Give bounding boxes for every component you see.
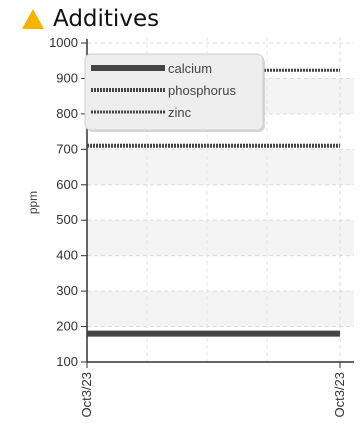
y-tick-label: 900 [56,70,78,85]
legend: calcium phosphorus zinc [84,53,265,132]
x-tick-label: Oct3/23 [79,372,94,418]
grid-band [87,149,354,185]
y-axis-label: ppm [26,191,40,214]
y-tick-label: 500 [56,212,78,227]
chart-header: Additives [21,3,159,35]
y-tick-label: 400 [56,248,78,263]
y-tick-label: 200 [56,319,78,334]
legend-label-phosphorus: phosphorus [168,83,236,98]
legend-label-calcium: calcium [168,61,212,76]
y-tick-label: 100 [56,354,78,369]
chart-title: Additives [53,6,160,32]
grid-band [87,220,354,256]
y-tick-label: 1000 [49,35,78,50]
y-axis-ticks: 100 200 300 400 500 600 700 800 900 1000 [49,35,87,369]
x-axis-ticks: Oct3/23 Oct3/23 [79,362,347,418]
y-tick-label: 600 [56,177,78,192]
warning-triangle-icon [22,9,44,29]
legend-box [84,53,264,131]
y-tick-label: 300 [56,283,78,298]
y-tick-label: 800 [56,106,78,121]
y-tick-label: 700 [56,141,78,156]
grid-band [87,291,354,327]
x-tick-label: Oct3/23 [332,372,347,418]
legend-label-zinc: zinc [168,105,192,120]
